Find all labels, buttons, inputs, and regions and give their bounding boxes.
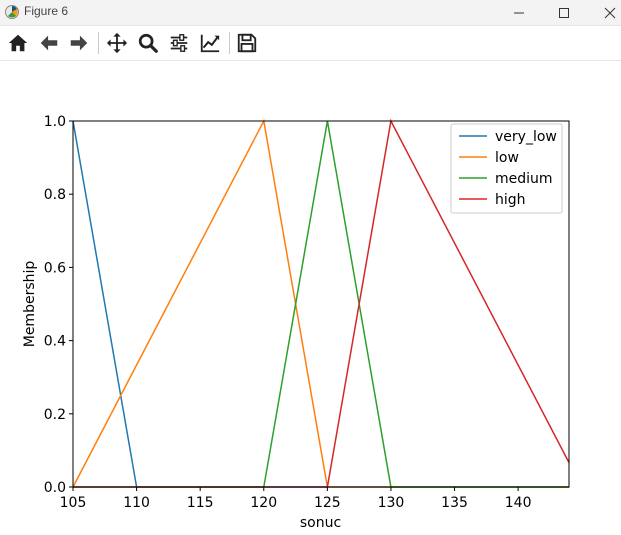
home-button[interactable] [5, 31, 31, 55]
legend-label-medium: medium [495, 171, 553, 187]
legend-label-high: high [495, 192, 526, 208]
x-tick-label: 130 [378, 495, 405, 511]
title-bar: Figure 6 [0, 0, 621, 26]
axes: 105 110 115 120 125 130 135 140 0.0 0.2 0.4 0.6 0.8 1… [44, 114, 570, 511]
y-axis-label: Membership [22, 261, 38, 348]
y-tick-label: 1.0 [44, 114, 66, 130]
x-tick-label: 105 [60, 495, 87, 511]
close-icon [604, 7, 616, 18]
minimize-button[interactable] [496, 0, 542, 25]
minimize-icon [514, 12, 524, 13]
y-tick-label: 0.8 [44, 187, 66, 203]
maximize-icon [559, 7, 569, 18]
configure-subplots-icon [170, 34, 188, 52]
forward-button[interactable] [66, 31, 92, 55]
home-icon [8, 34, 28, 52]
y-tick-label: 0.6 [44, 260, 66, 276]
x-tick-label: 140 [505, 495, 532, 511]
back-button[interactable] [36, 31, 62, 55]
pan-button[interactable] [104, 31, 130, 55]
legend-label-very_low: very_low [495, 129, 557, 145]
x-tick-label: 110 [123, 495, 150, 511]
y-tick-label: 0.4 [44, 334, 66, 350]
x-tick-label: 125 [314, 495, 341, 511]
legend-label-low: low [495, 150, 519, 166]
y-tick-label: 0.2 [44, 407, 66, 423]
toolbar-separator [98, 32, 99, 54]
x-tick-label: 120 [250, 495, 277, 511]
configure-subplots-button[interactable] [166, 31, 192, 55]
edit-axis-icon [200, 34, 220, 53]
x-tick-label: 115 [187, 495, 214, 511]
matplotlib-app-icon [5, 5, 19, 19]
y-tick-label: 0.0 [44, 480, 66, 496]
zoom-button[interactable] [135, 31, 161, 55]
x-axis-label: sonuc [300, 515, 341, 531]
plot-frame [72, 120, 570, 488]
close-button[interactable] [587, 0, 621, 25]
x-tick-label: 135 [441, 495, 468, 511]
maximize-button[interactable] [541, 0, 587, 25]
save-button[interactable] [234, 31, 260, 55]
back-icon [40, 35, 58, 51]
save-icon [237, 33, 257, 53]
figure-canvas[interactable]: 105 110 115 120 125 130 135 140 0.0 0.2 0.4 0.6 0.8 1… [0, 60, 621, 535]
toolbar-separator [229, 32, 230, 54]
window-title: Figure 6 [24, 4, 69, 18]
forward-icon [70, 35, 88, 51]
pan-icon [106, 32, 128, 54]
navigation-toolbar [0, 26, 621, 61]
edit-axis-button[interactable] [197, 31, 223, 55]
legend-frame [450, 123, 563, 214]
zoom-icon [138, 33, 158, 53]
